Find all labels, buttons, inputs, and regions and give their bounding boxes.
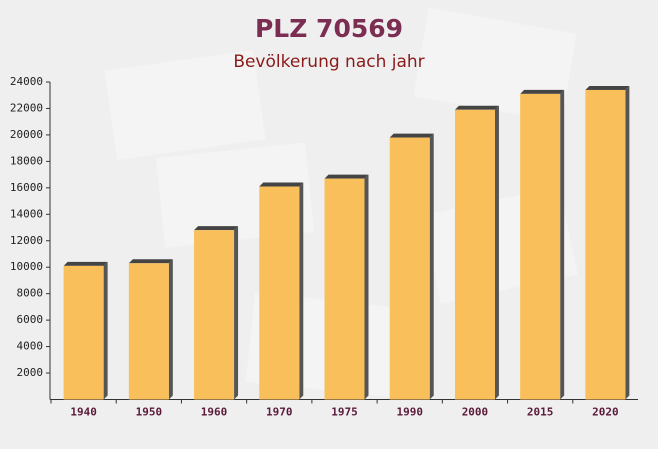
bar [389, 137, 430, 400]
chart-title: PLZ 70569 [255, 14, 403, 43]
bar-side [234, 226, 239, 400]
bar-side [429, 133, 434, 400]
bar-top [194, 226, 239, 231]
y-tick-label: 20000 [10, 128, 43, 141]
bar-top [324, 174, 369, 179]
bar [454, 109, 495, 400]
bar-top [454, 105, 499, 110]
bar-top [63, 261, 108, 266]
bar-side [560, 89, 565, 400]
bar-side [494, 105, 499, 400]
bar-top [389, 133, 434, 138]
y-tick-label: 16000 [10, 181, 43, 194]
bar-top [259, 182, 304, 187]
y-tick-label: 10000 [10, 260, 43, 273]
x-tick-label: 1950 [136, 406, 163, 419]
y-tick-label: 12000 [10, 234, 43, 247]
x-tick-label: 1975 [331, 406, 358, 419]
y-tick-label: 2000 [17, 366, 44, 379]
y-tick-label: 6000 [17, 313, 44, 326]
x-tick-label: 1990 [396, 406, 423, 419]
bar-side [299, 182, 304, 400]
x-tick-label: 2000 [462, 406, 489, 419]
bar-side [364, 174, 369, 400]
bar-top [128, 259, 173, 264]
bar [128, 263, 169, 400]
bar-top [520, 89, 565, 94]
bar-side [103, 261, 108, 400]
y-tick-label: 18000 [10, 154, 43, 167]
y-tick-label: 4000 [17, 340, 44, 353]
bar [63, 265, 104, 400]
y-tick-label: 24000 [10, 75, 43, 88]
bar [520, 93, 561, 400]
x-tick-label: 1960 [201, 406, 228, 419]
y-tick-label: 22000 [10, 101, 43, 114]
chart-subtitle: Bevölkerung nach jahr [233, 52, 424, 72]
x-tick-label: 1970 [266, 406, 293, 419]
x-tick-label: 1940 [70, 406, 97, 419]
bar [585, 89, 626, 400]
x-tick-label: 2015 [527, 406, 554, 419]
bar [324, 178, 365, 400]
y-tick-label: 8000 [17, 287, 44, 300]
y-tick-label: 14000 [10, 207, 43, 220]
bar [259, 186, 300, 400]
bar-top [585, 85, 630, 90]
bar-side [168, 259, 173, 400]
x-tick-label: 2020 [592, 406, 619, 419]
bar [194, 230, 235, 400]
bar-side [625, 85, 630, 400]
